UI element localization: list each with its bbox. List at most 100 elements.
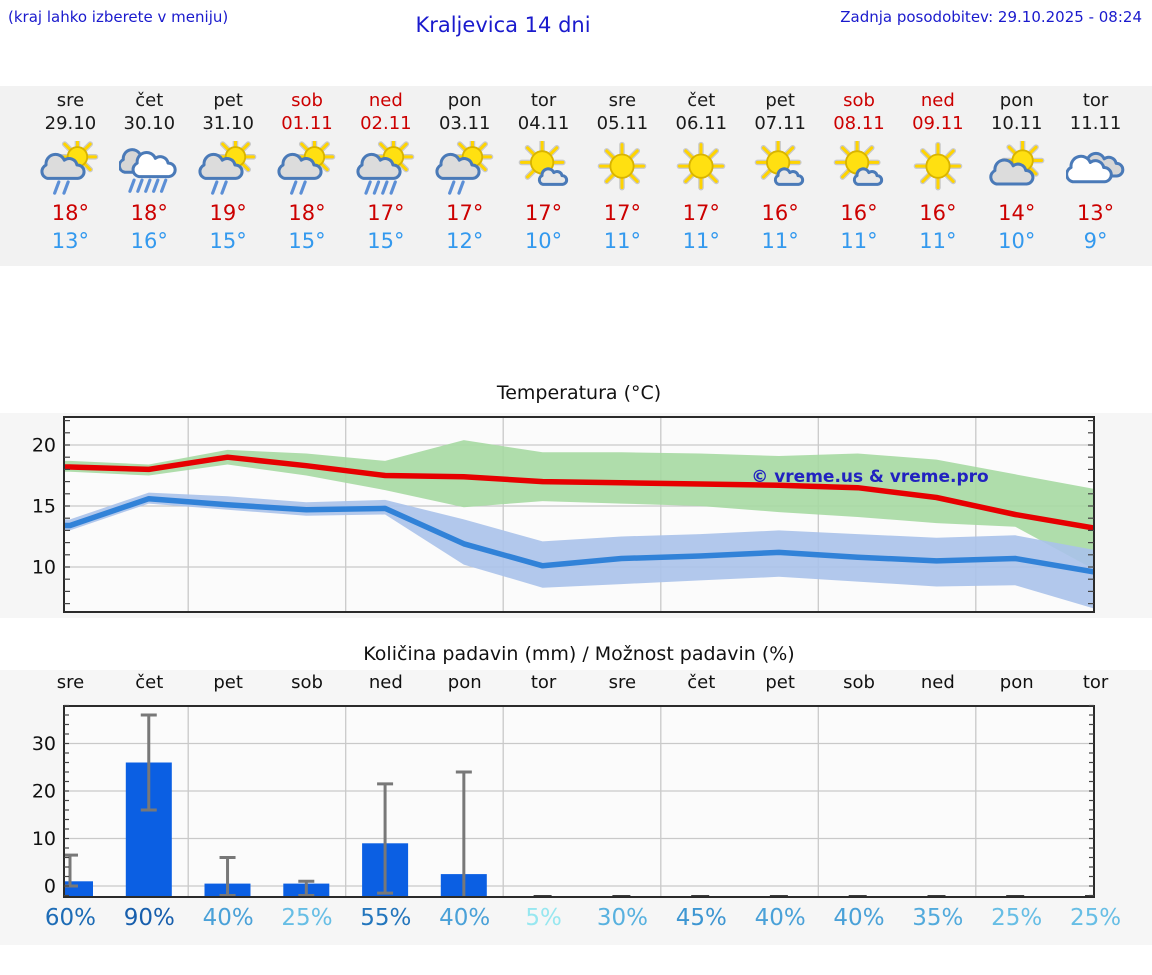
high-temperature: 18°	[130, 201, 168, 225]
day-label: pon	[447, 672, 482, 693]
sun-shower-icon	[346, 138, 425, 198]
day-date: 30.10	[123, 113, 176, 134]
day-label: sob	[843, 672, 875, 693]
day-label: tor	[1082, 672, 1109, 693]
forecast-day-column: ned 09.11 16° 11°	[898, 86, 977, 266]
forecast-day-column: tor 11.11 13° 9°	[1056, 86, 1135, 266]
low-temperature: 15°	[367, 229, 405, 253]
precip-probability: 60%	[44, 905, 96, 931]
watermark-link[interactable]: © vreme.us & vreme.pro	[751, 467, 989, 487]
day-name: pet	[213, 90, 243, 111]
day-name: ned	[920, 90, 955, 111]
mostly-sunny-icon	[820, 138, 899, 198]
sun-shower-light-icon	[425, 138, 504, 198]
day-label: pet	[765, 672, 795, 693]
high-temperature: 18°	[51, 201, 90, 225]
high-temperature: 18°	[288, 201, 326, 225]
forecast-day-column: čet 30.10 18° 16°	[110, 86, 189, 266]
mostly-sunny-icon	[504, 138, 583, 198]
day-label: čet	[687, 672, 716, 693]
day-label: čet	[135, 672, 164, 693]
mostly-sunny-icon	[741, 138, 820, 198]
low-temperature: 15°	[288, 229, 326, 253]
precipitation-day-labels: sre čet pet sob ned pon tor sre čet pet sob ned pon t…	[31, 670, 1135, 696]
day-label: ned	[368, 672, 403, 693]
high-temperature: 16°	[840, 201, 878, 225]
day-date: 07.11	[754, 113, 806, 134]
high-temperature: 13°	[1076, 201, 1115, 225]
cloudy-icon	[1056, 138, 1135, 198]
precip-probability: 40%	[833, 905, 885, 931]
forecast-day-column: pon 10.11 14° 10°	[977, 86, 1056, 266]
precip-probability: 40%	[754, 905, 806, 931]
day-date: 08.11	[833, 113, 885, 134]
day-name: tor	[530, 90, 557, 111]
sun-shower-light-icon	[189, 138, 268, 198]
precip-probability: 40%	[439, 905, 491, 931]
high-temperature: 16°	[761, 201, 799, 225]
precip-probability: 25%	[1070, 905, 1122, 931]
low-temperature: 10°	[524, 229, 563, 253]
day-date: 02.11	[360, 113, 412, 134]
day-name: čet	[687, 90, 716, 111]
precip-probability: 40%	[202, 905, 254, 931]
day-date: 10.11	[990, 113, 1043, 134]
day-date: 09.11	[912, 113, 964, 134]
precip-probability: 55%	[360, 905, 412, 931]
forecast-day-column: pet 07.11 16° 11°	[741, 86, 820, 266]
day-name: sre	[56, 90, 85, 111]
temperature-chart-title: Temperatura (°C)	[496, 382, 662, 404]
day-date: 11.11	[1069, 113, 1122, 134]
high-temperature: 17°	[603, 201, 642, 225]
day-date: 03.11	[438, 113, 491, 134]
forecast-day-column: čet 06.11 17° 11°	[662, 86, 741, 266]
forecast-day-column: ned 02.11 17° 15°	[346, 86, 425, 266]
precip-probability: 25%	[281, 905, 333, 931]
forecast-day-column: pon 03.11 17° 12°	[425, 86, 504, 266]
day-name: čet	[135, 90, 164, 111]
last-updated: Zadnja posodobitev: 29.10.2025 - 08:24	[840, 8, 1142, 26]
page-title: Kraljevica 14 dni	[415, 13, 591, 37]
day-name: sob	[843, 90, 875, 111]
sun-icon	[583, 138, 662, 198]
rain-icon	[110, 138, 189, 198]
forecast-day-column: sre 29.10 18° 13°	[31, 86, 110, 266]
high-temperature: 14°	[998, 201, 1036, 225]
low-temperature: 16°	[130, 229, 168, 253]
forecast-day-column: sob 01.11 18° 15°	[268, 86, 347, 266]
day-date: 04.11	[517, 113, 570, 134]
day-date: 29.10	[44, 113, 97, 134]
precipitation-chart-title: Količina padavin (mm) / Možnost padavin …	[363, 643, 795, 665]
low-temperature: 11°	[840, 229, 878, 253]
precip-probability: 45%	[675, 905, 727, 931]
day-label: pet	[213, 672, 243, 693]
precip-probability: 5%	[525, 905, 562, 931]
day-label: sre	[608, 672, 637, 693]
forecast-strip-grid: sre 29.10 18° 13° čet 30.10 18° 16° pet 31.10 19° 1…	[31, 86, 1135, 266]
forecast-day-column: tor 04.11 17° 10°	[504, 86, 583, 266]
high-temperature: 17°	[682, 201, 720, 225]
temperature-chart-band	[0, 413, 1152, 618]
sun-shower-light-icon	[268, 138, 347, 198]
high-temperature: 17°	[367, 201, 405, 225]
high-temperature: 19°	[209, 201, 247, 225]
day-name: pet	[765, 90, 795, 111]
sun-icon	[898, 138, 977, 198]
day-name: pon	[999, 90, 1034, 111]
day-name: sre	[608, 90, 637, 111]
low-temperature: 11°	[682, 229, 720, 253]
forecast-strip: sre 29.10 18° 13° čet 30.10 18° 16° pet 31.10 19° 1…	[0, 86, 1152, 266]
low-temperature: 12°	[446, 229, 484, 253]
high-temperature: 17°	[524, 201, 563, 225]
day-label: sob	[291, 672, 323, 693]
precip-probability: 90%	[123, 905, 175, 931]
precip-probability: 25%	[991, 905, 1043, 931]
day-date: 01.11	[281, 113, 333, 134]
high-temperature: 16°	[919, 201, 957, 225]
low-temperature: 11°	[919, 229, 957, 253]
low-temperature: 9°	[1083, 229, 1108, 253]
forecast-day-column: pet 31.10 19° 15°	[189, 86, 268, 266]
forecast-day-column: sre 05.11 17° 11°	[583, 86, 662, 266]
day-label: ned	[920, 672, 955, 693]
